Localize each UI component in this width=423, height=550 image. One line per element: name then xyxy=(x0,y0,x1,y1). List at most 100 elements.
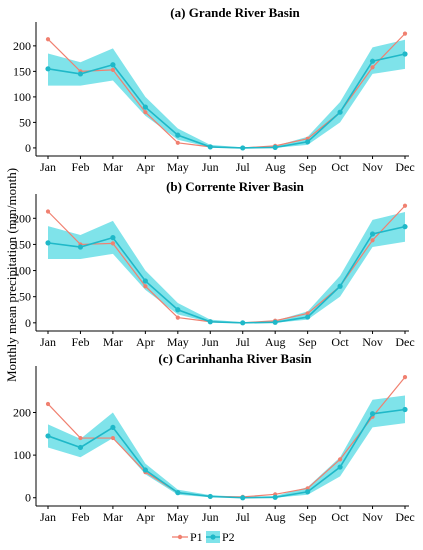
series-p2-point xyxy=(240,320,246,326)
series-p2-point xyxy=(175,307,181,313)
x-tick-label: Oct xyxy=(331,335,349,349)
x-tick-label: May xyxy=(167,160,189,174)
y-tick-label: 200 xyxy=(13,39,31,53)
y-tick-label: 50 xyxy=(19,290,31,304)
series-p2-point xyxy=(110,424,116,431)
series-p2-point xyxy=(305,314,311,320)
y-tick-label: 100 xyxy=(13,90,31,104)
series-p2-point xyxy=(402,224,408,230)
x-tick-label: Jul xyxy=(236,335,251,349)
x-tick-label: Oct xyxy=(331,160,349,174)
series-p2-point xyxy=(110,62,116,68)
series-p2-point xyxy=(337,283,343,289)
series-p1-point xyxy=(143,284,148,289)
series-p2-point xyxy=(305,139,311,145)
p2-range-band xyxy=(48,395,405,498)
series-p2-point xyxy=(207,493,213,500)
y-tick-label: 200 xyxy=(13,211,31,225)
y-axis-label: Monthly mean precipitation (mm/month) xyxy=(4,168,19,382)
series-p2-line xyxy=(47,408,406,499)
series-p1-point xyxy=(305,311,310,316)
legend-p1-marker xyxy=(177,534,183,540)
y-tick-label: 150 xyxy=(13,237,31,251)
panel-title: (b) Corrente River Basin xyxy=(166,179,305,194)
x-tick-label: Sep xyxy=(299,160,317,174)
series-p2-point xyxy=(45,240,51,246)
panel-title: (c) Carinhanha River Basin xyxy=(158,351,312,366)
series-p2-point xyxy=(175,132,181,138)
series-p2-point xyxy=(142,467,148,473)
series-p1-point xyxy=(143,110,148,115)
y-tick-label: 100 xyxy=(13,448,31,462)
series-p2-point xyxy=(207,144,213,150)
x-tick-label: May xyxy=(167,510,189,524)
series-p1-point xyxy=(45,209,51,214)
series-p2-point xyxy=(305,489,311,495)
x-tick-label: Jun xyxy=(202,160,219,174)
y-tick-label: 100 xyxy=(13,264,31,278)
series-p2-point xyxy=(272,494,278,500)
x-tick-label: Apr xyxy=(136,335,155,349)
series-p2-point xyxy=(369,58,376,64)
x-tick-label: Sep xyxy=(299,510,317,524)
panel-carinhanha: (c) Carinhanha River Basin 0 100 200 Jan Feb… xyxy=(13,351,415,524)
x-tick-label: Jun xyxy=(202,510,219,524)
y-tick-label: 50 xyxy=(19,115,31,129)
series-p2-point xyxy=(337,464,343,470)
series-p1-point xyxy=(110,435,116,441)
series-p2-point xyxy=(110,235,116,241)
x-tick-label: Mar xyxy=(103,335,123,349)
series-p2-point xyxy=(369,231,376,237)
x-tick-label: Apr xyxy=(136,510,155,524)
series-p1-point xyxy=(337,457,343,462)
x-tick-label: Feb xyxy=(71,510,89,524)
x-tick-label: Oct xyxy=(331,510,349,524)
x-tick-label: Jan xyxy=(40,510,56,524)
series-p2-point xyxy=(77,444,84,451)
x-tick-label: Dec xyxy=(395,160,414,174)
x-tick-label: Aug xyxy=(265,510,286,524)
series-p2-point xyxy=(272,144,278,151)
series-p2-point xyxy=(142,278,148,284)
x-tick-label: Feb xyxy=(71,335,89,349)
series-p2-line xyxy=(47,225,406,324)
series-p1-point xyxy=(370,238,375,243)
x-tick-label: Aug xyxy=(265,335,286,349)
x-tick-label: Dec xyxy=(395,510,414,524)
series-p2-point xyxy=(207,319,213,325)
x-tick-label: Sep xyxy=(299,335,317,349)
series-p1-point xyxy=(175,315,180,320)
series-p1-point xyxy=(402,31,408,36)
series-p1-point xyxy=(78,435,83,441)
series-p1-point xyxy=(45,37,51,42)
panel-grande: (a) Grande River Basin 0 50 100 150 200 Jan Fe… xyxy=(13,5,415,174)
x-tick-label: Nov xyxy=(362,160,383,174)
x-tick-label: Jan xyxy=(40,160,56,174)
x-tick-label: Nov xyxy=(362,335,383,349)
x-tick-label: Feb xyxy=(71,160,89,174)
y-tick-label: 0 xyxy=(25,316,31,330)
legend: P1 P2 xyxy=(172,530,235,544)
x-tick-label: Aug xyxy=(265,160,286,174)
panel-title: (a) Grande River Basin xyxy=(170,5,300,20)
series-p2-point xyxy=(45,66,51,72)
y-tick-label: 0 xyxy=(25,491,31,505)
panel-corrente: (b) Corrente River Basin 0 50 100 150 200 Jan… xyxy=(13,179,415,349)
series-p1-point xyxy=(110,67,116,72)
series-p2-point xyxy=(142,104,148,110)
y-tick-label: 200 xyxy=(13,405,31,419)
x-tick-label: Nov xyxy=(362,510,383,524)
series-p2-point xyxy=(45,433,51,439)
y-tick-label: 150 xyxy=(13,64,31,78)
series-p2-point xyxy=(402,51,408,57)
x-tick-label: Dec xyxy=(395,335,414,349)
series-p2-line xyxy=(47,53,406,149)
x-tick-label: Mar xyxy=(103,160,123,174)
series-p1-point xyxy=(370,65,375,70)
series-p1-point xyxy=(402,375,408,380)
y-tick-label: 0 xyxy=(25,141,31,155)
series-p2-point xyxy=(175,490,181,496)
series-p2-point xyxy=(369,411,376,417)
x-tick-label: Jul xyxy=(236,160,251,174)
